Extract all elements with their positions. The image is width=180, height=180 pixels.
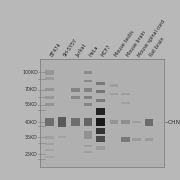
Text: Jurkat: Jurkat bbox=[76, 43, 88, 58]
Bar bbox=[145, 138, 153, 141]
Text: 70KD: 70KD bbox=[25, 87, 38, 92]
Bar bbox=[96, 99, 105, 102]
Bar bbox=[121, 93, 130, 95]
Bar bbox=[45, 156, 54, 158]
Text: 100KD: 100KD bbox=[22, 70, 38, 75]
Text: Rat brain: Rat brain bbox=[149, 36, 166, 58]
Bar bbox=[45, 88, 54, 91]
Bar bbox=[45, 70, 54, 75]
Bar bbox=[45, 149, 54, 151]
Bar bbox=[71, 118, 80, 126]
Text: 55KD: 55KD bbox=[25, 102, 38, 107]
Bar bbox=[110, 93, 118, 95]
Text: HeLa: HeLa bbox=[88, 44, 99, 58]
Bar bbox=[58, 117, 66, 127]
Bar bbox=[84, 118, 92, 126]
Bar bbox=[84, 131, 92, 139]
Bar bbox=[96, 90, 105, 93]
Bar bbox=[145, 118, 153, 126]
Bar bbox=[45, 77, 54, 80]
Bar bbox=[96, 128, 105, 134]
Text: Mouse brain: Mouse brain bbox=[125, 30, 147, 58]
Bar bbox=[45, 136, 54, 139]
Bar bbox=[96, 82, 105, 85]
Bar bbox=[121, 137, 130, 142]
Bar bbox=[84, 151, 92, 153]
Bar bbox=[84, 80, 92, 82]
Bar bbox=[84, 145, 92, 147]
Bar bbox=[84, 96, 92, 99]
Text: 25KD: 25KD bbox=[25, 152, 38, 157]
Bar bbox=[45, 103, 54, 106]
Text: BT474: BT474 bbox=[50, 42, 63, 58]
Bar bbox=[58, 136, 66, 138]
Text: 35KD: 35KD bbox=[25, 135, 38, 140]
Text: Mouse testis: Mouse testis bbox=[114, 30, 136, 58]
Bar bbox=[110, 84, 118, 87]
Bar bbox=[71, 96, 80, 99]
Bar bbox=[121, 102, 130, 104]
Bar bbox=[45, 143, 54, 145]
Bar bbox=[45, 118, 54, 126]
Bar bbox=[110, 120, 118, 124]
Text: SH-SY5Y: SH-SY5Y bbox=[62, 38, 78, 58]
Text: MCF7: MCF7 bbox=[100, 44, 112, 58]
Bar bbox=[84, 71, 92, 74]
Bar bbox=[132, 121, 141, 123]
Bar bbox=[96, 118, 105, 126]
Text: Mouse spinal cord: Mouse spinal cord bbox=[136, 19, 166, 58]
Bar bbox=[45, 96, 54, 99]
Bar bbox=[71, 88, 80, 91]
Bar bbox=[96, 136, 105, 142]
Text: CHN1: CHN1 bbox=[167, 120, 180, 125]
Bar bbox=[96, 108, 105, 115]
Text: 40KD: 40KD bbox=[25, 120, 38, 125]
Bar bbox=[121, 120, 130, 124]
Bar bbox=[84, 103, 92, 106]
Bar bbox=[84, 88, 92, 91]
Bar bbox=[96, 146, 105, 150]
Bar bbox=[132, 138, 141, 141]
